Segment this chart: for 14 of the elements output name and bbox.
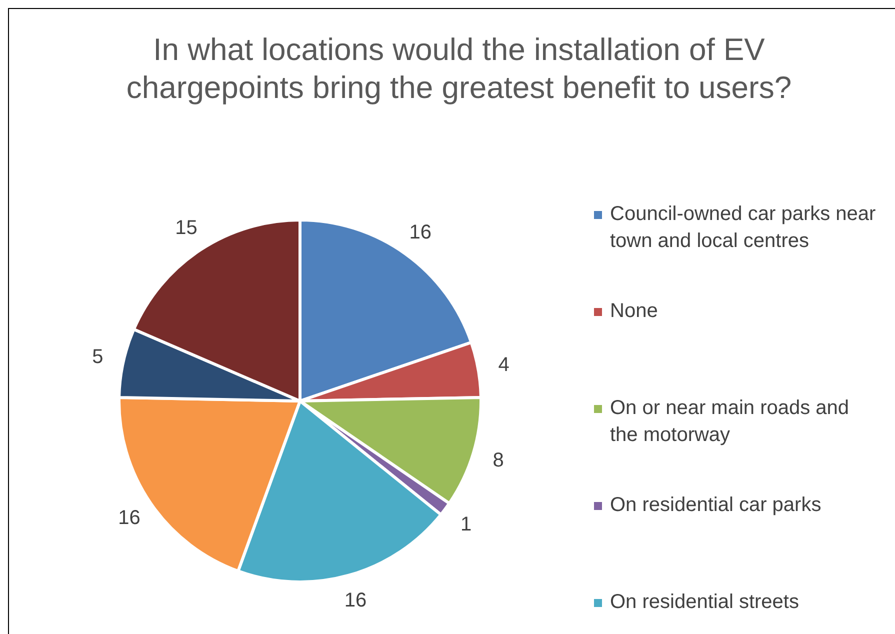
data-label: 5 bbox=[92, 346, 104, 368]
legend-label: None bbox=[610, 299, 659, 324]
data-label: 16 bbox=[118, 507, 140, 530]
legend-label: On residential car parks bbox=[610, 493, 822, 518]
legend-label: On or near main roads and the motorway bbox=[610, 396, 850, 448]
data-label: 8 bbox=[492, 449, 504, 472]
data-label: 1 bbox=[460, 514, 472, 536]
data-label: 4 bbox=[498, 354, 510, 376]
data-label: 15 bbox=[175, 217, 198, 240]
legend-label: On residential streets bbox=[610, 590, 800, 615]
data-label: 16 bbox=[409, 222, 432, 244]
chart-title: In what locations would the installation of EV chargepoints bring the greatest benefit to users? bbox=[125, 31, 793, 107]
data-label: 16 bbox=[344, 589, 367, 612]
legend-label: Council-owned car parks near town and local centres bbox=[610, 202, 877, 254]
